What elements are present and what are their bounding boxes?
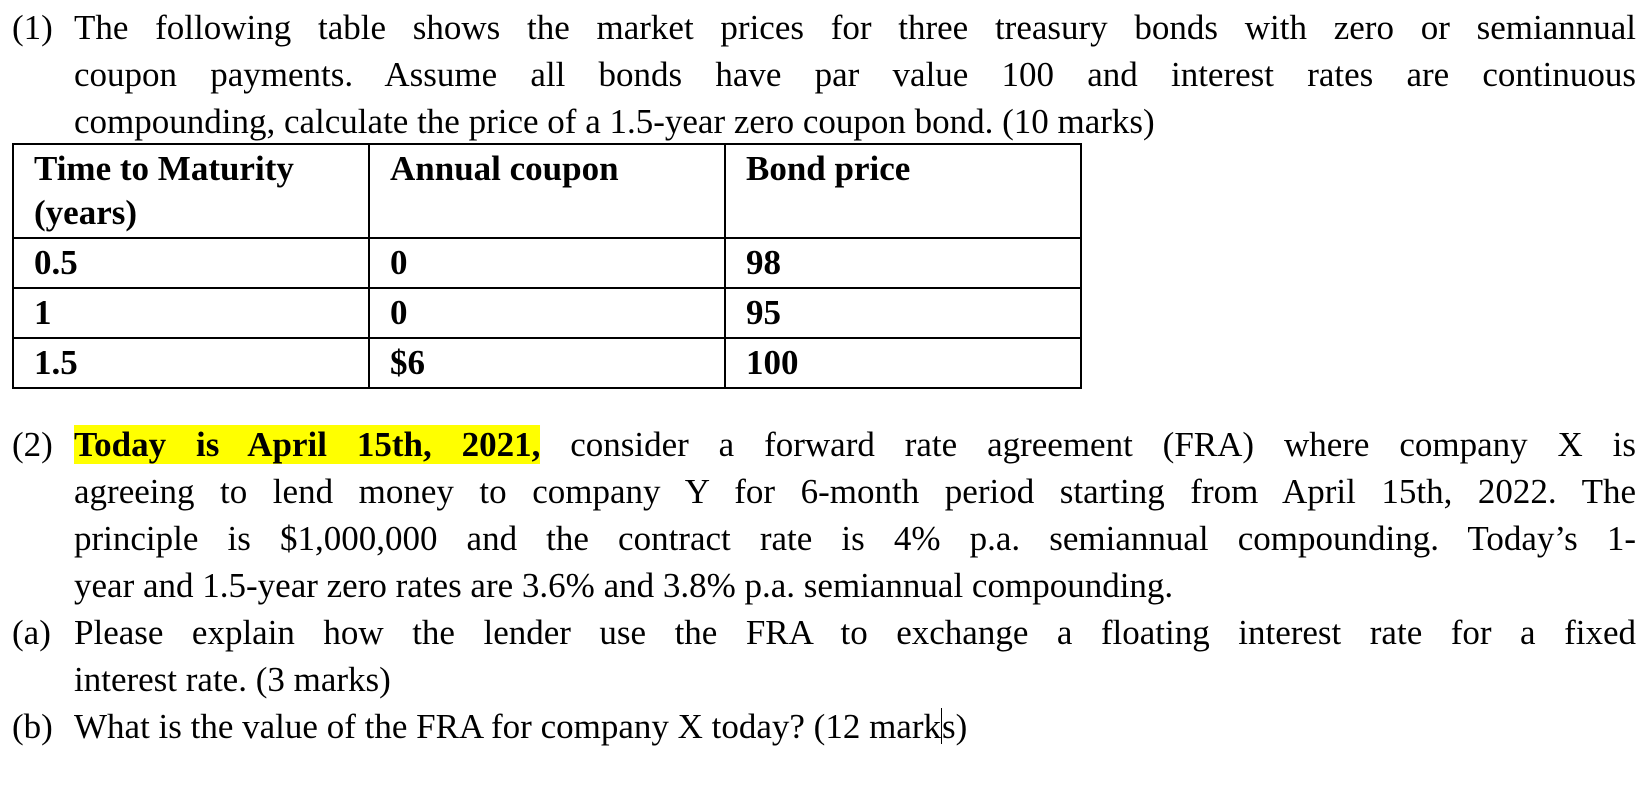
question-1-text-line-2: coupon payments. Assume all bonds have p…	[74, 55, 1636, 94]
question-1-text-line-3: compounding, calculate the price of a 1.…	[74, 102, 1155, 141]
question-1-line-2: coupon payments. Assume all bonds have p…	[12, 51, 1636, 98]
part-a-text-line-2: interest rate. (3 marks)	[74, 660, 391, 699]
cell-coupon: 0	[368, 237, 726, 289]
question-2-text-line-1: Today is April 15th, 2021, consider a fo…	[74, 421, 1636, 468]
part-b-text-before-cursor: What is the value of the FRA for company…	[74, 707, 942, 746]
cell-maturity: 0.5	[12, 237, 370, 289]
part-a-label: (a)	[12, 613, 51, 652]
question-2-number: (2)	[12, 425, 53, 464]
part-b-text-after-cursor: s)	[942, 707, 968, 746]
part-a-line-1: (a) Please explain how the lender use th…	[12, 609, 1636, 656]
cell-maturity: 1	[12, 287, 370, 339]
header-bond-price: Bond price	[724, 143, 1082, 239]
question-2-line-1-rest: consider a forward rate agreement (FRA) …	[540, 425, 1636, 464]
cell-price: 95	[724, 287, 1082, 339]
question-2-text-line-3: principle is $1,000,000 and the contract…	[74, 519, 1636, 558]
part-b-text[interactable]: What is the value of the FRA for company…	[74, 703, 1636, 750]
header-annual-coupon: Annual coupon	[368, 143, 726, 239]
cell-maturity: 1.5	[12, 337, 370, 389]
table-row: 1 0 95	[12, 287, 1082, 339]
part-b-line: (b) What is the value of the FRA for com…	[12, 703, 1636, 750]
part-a-line-2: interest rate. (3 marks)	[12, 656, 1636, 703]
table-header-row: Time to Maturity (years) Annual coupon B…	[12, 143, 1082, 239]
question-2-line-3: principle is $1,000,000 and the contract…	[12, 515, 1636, 562]
question-2-text-line-4: year and 1.5-year zero rates are 3.6% an…	[74, 566, 1174, 605]
cell-price: 100	[724, 337, 1082, 389]
table-row: 0.5 0 98	[12, 237, 1082, 289]
table-row: 1.5 $6 100	[12, 337, 1082, 389]
question-1-line-3: compounding, calculate the price of a 1.…	[12, 98, 1636, 145]
highlighted-date: Today is April 15th, 2021,	[74, 425, 541, 464]
bond-price-table: Time to Maturity (years) Annual coupon B…	[12, 143, 1082, 389]
question-2-line-2: agreeing to lend money to company Y for …	[12, 468, 1636, 515]
cell-coupon: $6	[368, 337, 726, 389]
cell-price: 98	[724, 237, 1082, 289]
question-2-line-4: year and 1.5-year zero rates are 3.6% an…	[12, 562, 1636, 609]
part-a-text-line-1: Please explain how the lender use the FR…	[74, 613, 1636, 652]
question-1-line-1: (1) The following table shows the market…	[12, 4, 1636, 51]
part-b-label: (b)	[12, 707, 53, 746]
question-1-number: (1)	[12, 8, 53, 47]
text-cursor	[941, 708, 943, 744]
cell-coupon: 0	[368, 287, 726, 339]
question-2-text-line-2: agreeing to lend money to company Y for …	[74, 472, 1636, 511]
question-2: (2) Today is April 15th, 2021, consider …	[12, 421, 1636, 750]
question-1-text-line-1: The following table shows the market pri…	[74, 8, 1636, 47]
header-time-to-maturity: Time to Maturity (years)	[12, 143, 370, 239]
question-1: (1) The following table shows the market…	[12, 4, 1636, 145]
question-2-line-1: (2) Today is April 15th, 2021, consider …	[12, 421, 1636, 468]
